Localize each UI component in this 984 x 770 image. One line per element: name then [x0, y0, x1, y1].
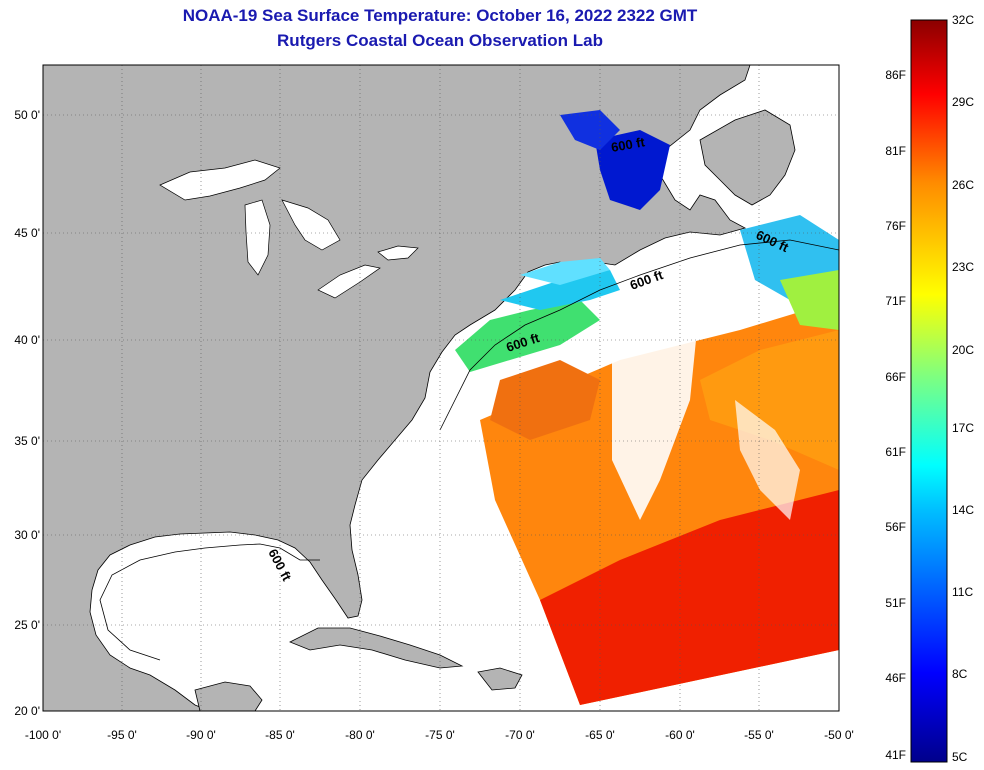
lon-tick-label: -75 0': [425, 728, 455, 742]
hispaniola-land: [477, 667, 523, 691]
lat-tick-label: 50 0': [14, 108, 40, 122]
lake-huron: [281, 199, 341, 251]
lon-tick-label: -90 0': [186, 728, 216, 742]
graticule: [43, 65, 839, 711]
temperature-colorbar: [910, 19, 948, 763]
lon-tick-label: -80 0': [345, 728, 375, 742]
colorbar-f-label: 46F: [885, 671, 906, 685]
colorbar-c-label: 14C: [952, 503, 975, 517]
colorbar-c-label: 5C: [952, 750, 968, 764]
yucatan-land: [194, 681, 263, 711]
depth-contour-line: [439, 239, 839, 431]
lake-michigan: [244, 199, 271, 276]
lon-tick-label: -85 0': [265, 728, 295, 742]
colorbar-c-label: 26C: [952, 178, 975, 192]
colorbar-c-label: 17C: [952, 421, 975, 435]
lat-tick-label: 40 0': [14, 333, 40, 347]
colorbar-c-label: 8C: [952, 667, 968, 681]
colorbar-f-label: 86F: [885, 68, 906, 82]
colorbar-c-label: 11C: [952, 585, 974, 599]
map-title: NOAA-19 Sea Surface Temperature: October…: [182, 6, 698, 25]
lat-tick-label: 25 0': [14, 618, 40, 632]
lake-ontario: [377, 245, 419, 261]
lat-tick-label: 30 0': [14, 528, 40, 542]
lat-tick-label: 20 0': [14, 704, 40, 718]
lon-tick-label: -60 0': [665, 728, 695, 742]
colorbar-f-label: 71F: [885, 294, 906, 308]
sst-swath: [455, 110, 839, 705]
map-frame: [42, 64, 840, 712]
depth-contour-line: [99, 543, 320, 661]
colorbar-c-label: 32C: [952, 13, 975, 27]
colorbar-c-label: 23C: [952, 260, 975, 274]
colorbar-f-label: 51F: [885, 596, 906, 610]
lon-tick-label: -70 0': [505, 728, 535, 742]
lat-tick-label: 35 0': [14, 434, 40, 448]
lon-tick-label: -100 0': [24, 728, 62, 742]
cuba-land: [289, 627, 464, 669]
lon-tick-label: -65 0': [585, 728, 615, 742]
lat-tick-label: 45 0': [14, 226, 40, 240]
colorbar-f-label: 66F: [885, 370, 906, 384]
lon-tick-label: -50 0': [824, 728, 854, 742]
colorbar-c-label: 20C: [952, 343, 975, 357]
colorbar-f-label: 81F: [885, 144, 906, 158]
lake-superior: [159, 159, 281, 201]
map-subtitle: Rutgers Coastal Ocean Observation Lab: [277, 31, 603, 50]
colorbar-f-label: 61F: [885, 445, 906, 459]
colorbar-c-label: 29C: [952, 95, 975, 109]
newfoundland-land: [699, 109, 796, 206]
lake-erie: [317, 264, 381, 299]
colorbar-f-label: 76F: [885, 219, 906, 233]
lon-tick-label: -95 0': [107, 728, 137, 742]
colorbar-f-label: 56F: [885, 520, 906, 534]
lon-tick-label: -55 0': [744, 728, 774, 742]
north-america-land: [43, 65, 751, 711]
depth-label: 600 ft: [610, 134, 647, 155]
colorbar-f-label: 41F: [885, 748, 906, 762]
